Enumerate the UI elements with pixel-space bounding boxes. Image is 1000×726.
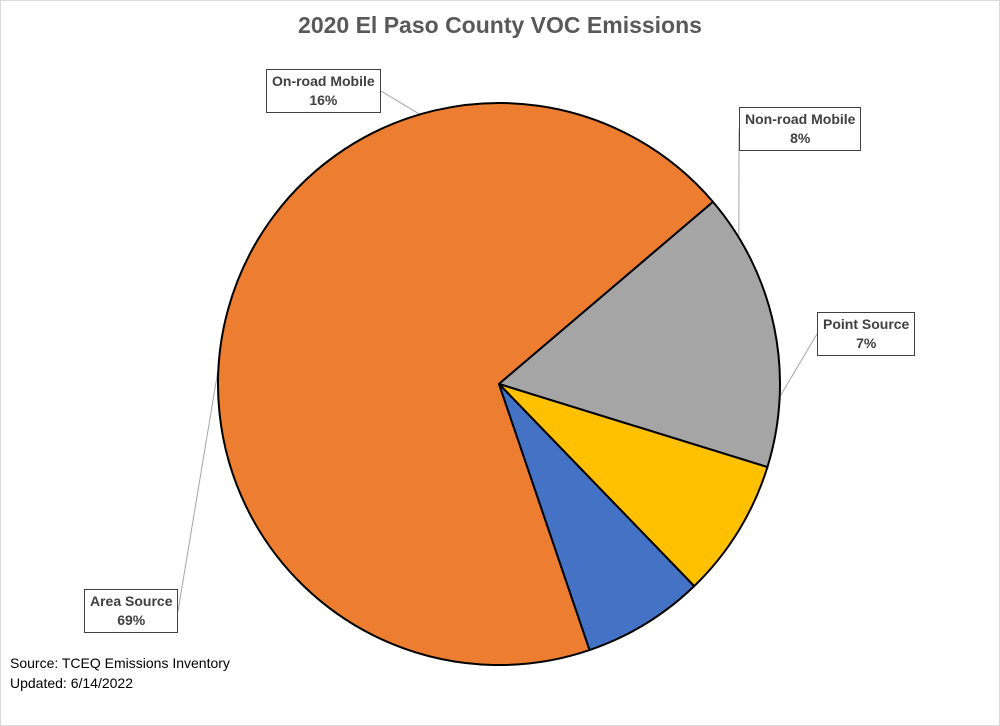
data-label-percent: 8%: [790, 130, 811, 146]
source-text: Source: TCEQ Emissions Inventory: [10, 655, 230, 671]
data-label-name: Area Source: [90, 593, 173, 609]
pie-slice-area-source: [217, 102, 714, 666]
data-label-name: On-road Mobile: [272, 73, 375, 89]
data-label-percent: 7%: [856, 335, 877, 351]
data-label-area-source: Area Source 69%: [84, 589, 179, 633]
pie-slice-on-road-mobile: [498, 200, 781, 469]
data-label-on-road-mobile: On-road Mobile 16%: [266, 69, 381, 113]
data-label-percent: 69%: [117, 612, 146, 628]
data-label-name: Point Source: [823, 316, 910, 332]
chart-title: 2020 El Paso County VOC Emissions: [298, 12, 702, 38]
pie-slice-non-road-mobile: [498, 383, 769, 588]
data-label-name: Non-road Mobile: [745, 111, 856, 127]
data-label-non-road-mobile: Non-road Mobile 8%: [739, 107, 862, 151]
pie-slices: [217, 102, 781, 666]
pie-slice-point-source: [498, 383, 696, 652]
data-label-point-source: Point Source 7%: [817, 312, 916, 356]
source-note: Source: TCEQ Emissions Inventory Updated…: [10, 653, 230, 693]
data-label-percent: 16%: [309, 92, 338, 108]
updated-text: Updated: 6/14/2022: [10, 675, 133, 691]
